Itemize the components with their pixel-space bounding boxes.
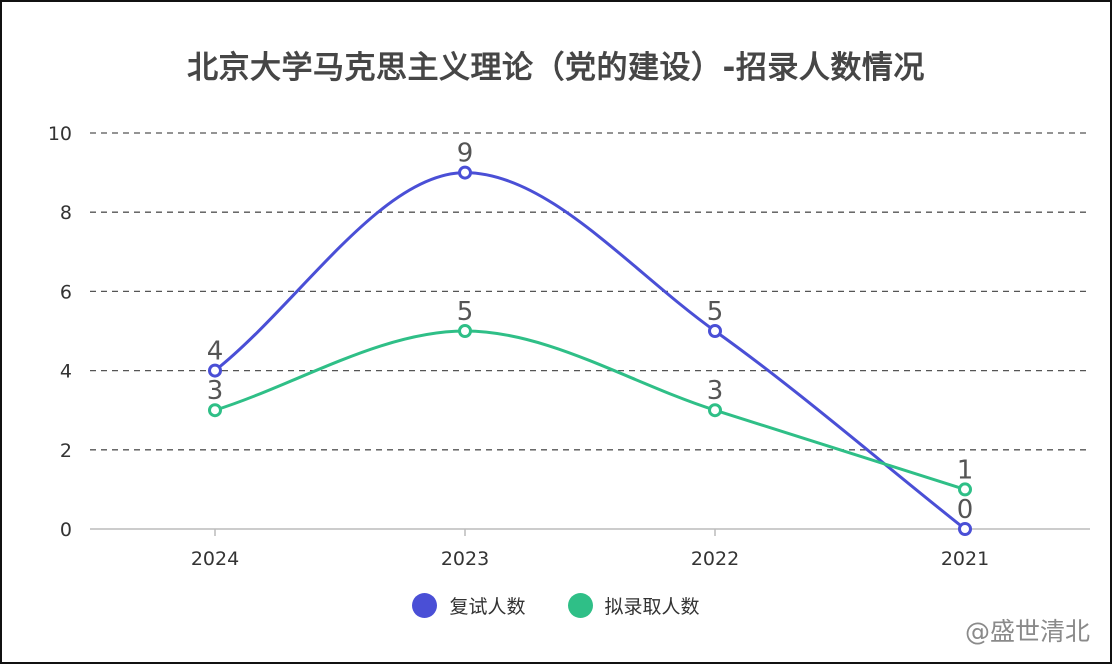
data-point [708, 403, 722, 418]
data-label: 9 [457, 139, 474, 169]
data-point [208, 403, 222, 418]
legend-item-series-2[interactable]: 拟录取人数 [567, 592, 700, 619]
legend: 复试人数 拟录取人数 [2, 592, 1110, 619]
x-axis: 2024 2023 2022 2021 [90, 528, 1090, 570]
series-line-1 [214, 171, 966, 531]
y-tick-label: 0 [60, 519, 72, 541]
data-point [958, 522, 972, 536]
data-point [708, 324, 722, 338]
y-axis-ticks: 0 2 4 6 8 10 [48, 123, 72, 541]
x-tick-label: 2024 [191, 548, 239, 570]
y-tick-label: 8 [60, 202, 72, 224]
data-labels: 4 9 5 0 3 5 3 1 [207, 139, 974, 525]
watermark: @盛世清北 [965, 612, 1090, 648]
data-label: 5 [457, 297, 474, 327]
chart-title: 北京大学马克思主义理论（党的建设）-招录人数情况 [187, 50, 925, 86]
y-tick-label: 6 [60, 281, 72, 303]
legend-label-series-2: 拟录取人数 [604, 596, 700, 618]
data-point [208, 363, 222, 378]
grid-lines [90, 132, 1090, 451]
data-label: 1 [957, 455, 974, 485]
data-label: 3 [707, 376, 724, 406]
data-label: 5 [707, 297, 724, 327]
data-label: 4 [207, 337, 224, 367]
x-tick-label: 2022 [691, 548, 739, 570]
y-tick-label: 4 [60, 361, 72, 383]
series-layer [208, 165, 972, 536]
data-point [458, 324, 472, 338]
data-label: 0 [957, 495, 974, 525]
watermark-text: @盛世清北 [964, 617, 1090, 646]
x-tick-label: 2021 [941, 548, 989, 570]
data-point [458, 165, 472, 180]
data-label: 3 [207, 376, 224, 406]
x-tick-label: 2023 [441, 548, 489, 570]
legend-label-series-1: 复试人数 [449, 596, 526, 618]
series-line-2 [214, 329, 966, 491]
legend-marker-series-1 [412, 593, 438, 618]
y-tick-label: 2 [60, 440, 72, 462]
data-point [958, 482, 972, 497]
y-tick-label: 10 [48, 123, 72, 145]
legend-item-series-1[interactable]: 复试人数 [412, 592, 526, 619]
legend-marker-series-2 [567, 593, 593, 618]
